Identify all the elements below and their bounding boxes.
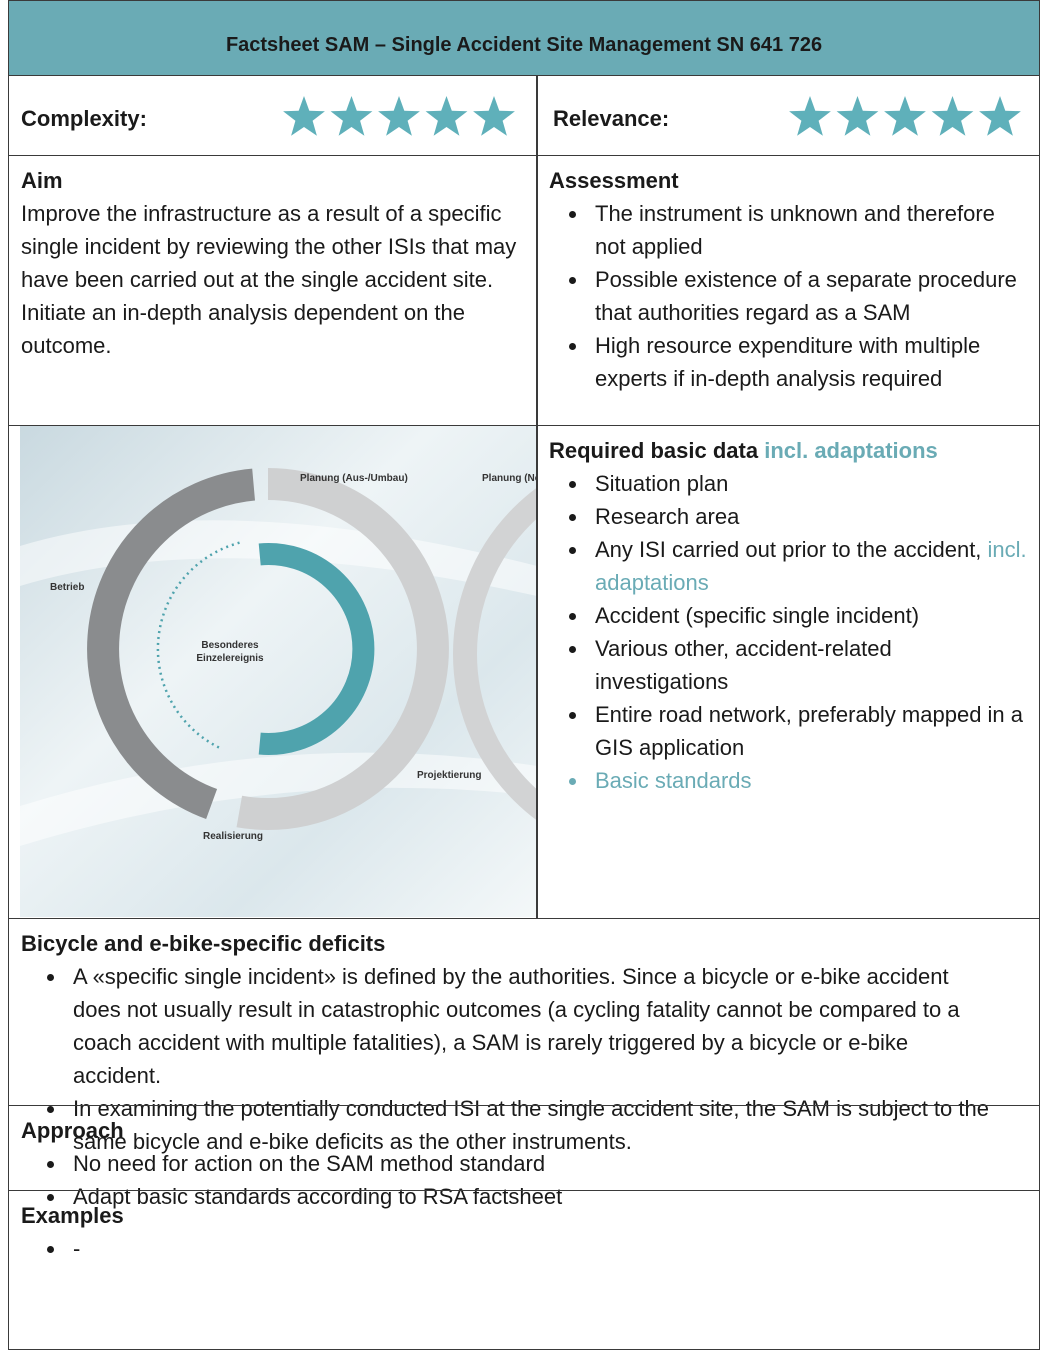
header: Factsheet SAM – Single Accident Site Man…	[8, 0, 1040, 76]
figure-label: Projektierung	[417, 770, 481, 781]
item-text: Various other, accident-related investig…	[595, 636, 892, 694]
section-title: Aim	[21, 168, 63, 193]
ring-arc	[87, 468, 256, 820]
section-title: Approach	[21, 1118, 124, 1143]
star	[425, 96, 468, 136]
list-item: Research area	[589, 500, 1029, 533]
star	[789, 96, 831, 136]
star	[330, 96, 373, 136]
aim-cell: Aim Improve the infrastructure as a resu…	[8, 155, 538, 426]
list-item: High resource expenditure with multiple …	[589, 329, 1029, 395]
list-item: Any ISI carried out prior to the acciden…	[589, 533, 1029, 599]
star	[884, 96, 926, 136]
figure-label: Planung (Aus-/Umbau)	[300, 473, 408, 484]
star	[283, 96, 325, 136]
list-item: Accident (specific single incident)	[589, 599, 1029, 632]
assessment-cell: Assessment The instrument is unknown and…	[536, 155, 1040, 426]
rating-label: Relevance:	[553, 106, 670, 131]
item-text: Situation plan	[595, 471, 729, 496]
title-added: incl. adaptations	[764, 438, 938, 463]
figure-label: Betrieb	[50, 582, 84, 593]
ring-arc	[236, 468, 449, 830]
deficits-list: A «specific single incident» is defined …	[21, 960, 1029, 1158]
section-title: Assessment	[549, 168, 679, 193]
list-item: Various other, accident-related investig…	[589, 632, 1029, 698]
figure-label: Planung (Neu	[482, 473, 537, 484]
star	[931, 96, 974, 136]
star-rating	[283, 96, 515, 136]
star	[473, 96, 515, 136]
figure-label: Besonderes	[201, 640, 259, 651]
item-added: Basic standards	[595, 768, 752, 793]
list-item: Entire road network, preferably mapped i…	[589, 698, 1029, 764]
examples-list: -	[21, 1232, 1029, 1265]
list-item: The instrument is unknown and therefore …	[589, 197, 1029, 263]
list-item: No need for action on the SAM method sta…	[67, 1147, 1029, 1180]
assessment-list: The instrument is unknown and therefore …	[549, 197, 1029, 395]
list-item: -	[67, 1232, 1029, 1265]
deficits-cell: Bicycle and e-bike-specific deficits A «…	[8, 918, 1040, 1154]
list-item: Situation plan	[589, 467, 1029, 500]
examples-cell: Examples -	[8, 1190, 1040, 1350]
dotted-arc	[156, 541, 240, 750]
star	[378, 96, 420, 136]
star-rating	[789, 96, 1021, 136]
item-text: Any ISI carried out prior to the acciden…	[595, 537, 982, 562]
aim-text: Improve the infrastructure as a result o…	[21, 201, 517, 358]
title: Required basic data	[549, 438, 759, 463]
figure-label: Einzelereignis	[196, 653, 264, 664]
relevance-cell: Relevance:	[536, 75, 1040, 156]
complexity-cell: Complexity:	[8, 75, 538, 156]
rating-label: Complexity:	[21, 106, 147, 131]
list-item: Possible existence of a separate procedu…	[589, 263, 1029, 329]
approach-list: No need for action on the SAM method sta…	[21, 1147, 1029, 1213]
item-text: Accident (specific single incident)	[595, 603, 920, 628]
figure-label: Realisierung	[203, 831, 263, 842]
star	[836, 96, 879, 136]
list-item: Adapt basic standards according to RSA f…	[67, 1180, 1029, 1213]
figure-cell: Planung (Aus-/Umbau) Planung (Neu Betrieb B…	[8, 425, 538, 919]
header-title: Factsheet SAM – Single Accident Site Man…	[225, 33, 823, 56]
item-added: incl. adaptations	[595, 537, 1027, 595]
figure-labels: Planung (Aus-/Umbau) Planung (Neu Betrieb B…	[50, 473, 537, 842]
section-title: Bicycle and e-bike-specific deficits	[21, 931, 386, 956]
list-item: Basic standards	[589, 764, 1029, 797]
list-item: In examining the potentially conducted I…	[67, 1092, 989, 1158]
section-title: Required basic data incl. adaptations	[549, 434, 1029, 467]
required-data-list: Situation plan Research area Any ISI carri…	[549, 467, 1029, 797]
section-title: Examples	[21, 1203, 124, 1228]
required-data-cell: Required basic data incl. adaptations Si…	[536, 425, 1040, 919]
ring	[453, 487, 537, 821]
list-item: A «specific single incident» is defined …	[67, 960, 989, 1092]
lifecycle-figure: Planung (Aus-/Umbau) Planung (Neu Betrieb B…	[20, 426, 537, 917]
approach-cell: Approach No need for action on the SAM m…	[8, 1105, 1040, 1209]
item-text: Entire road network, preferably mapped i…	[595, 702, 1024, 760]
star	[979, 96, 1021, 136]
item-text: Research area	[595, 504, 740, 529]
inner-arc	[258, 543, 375, 755]
